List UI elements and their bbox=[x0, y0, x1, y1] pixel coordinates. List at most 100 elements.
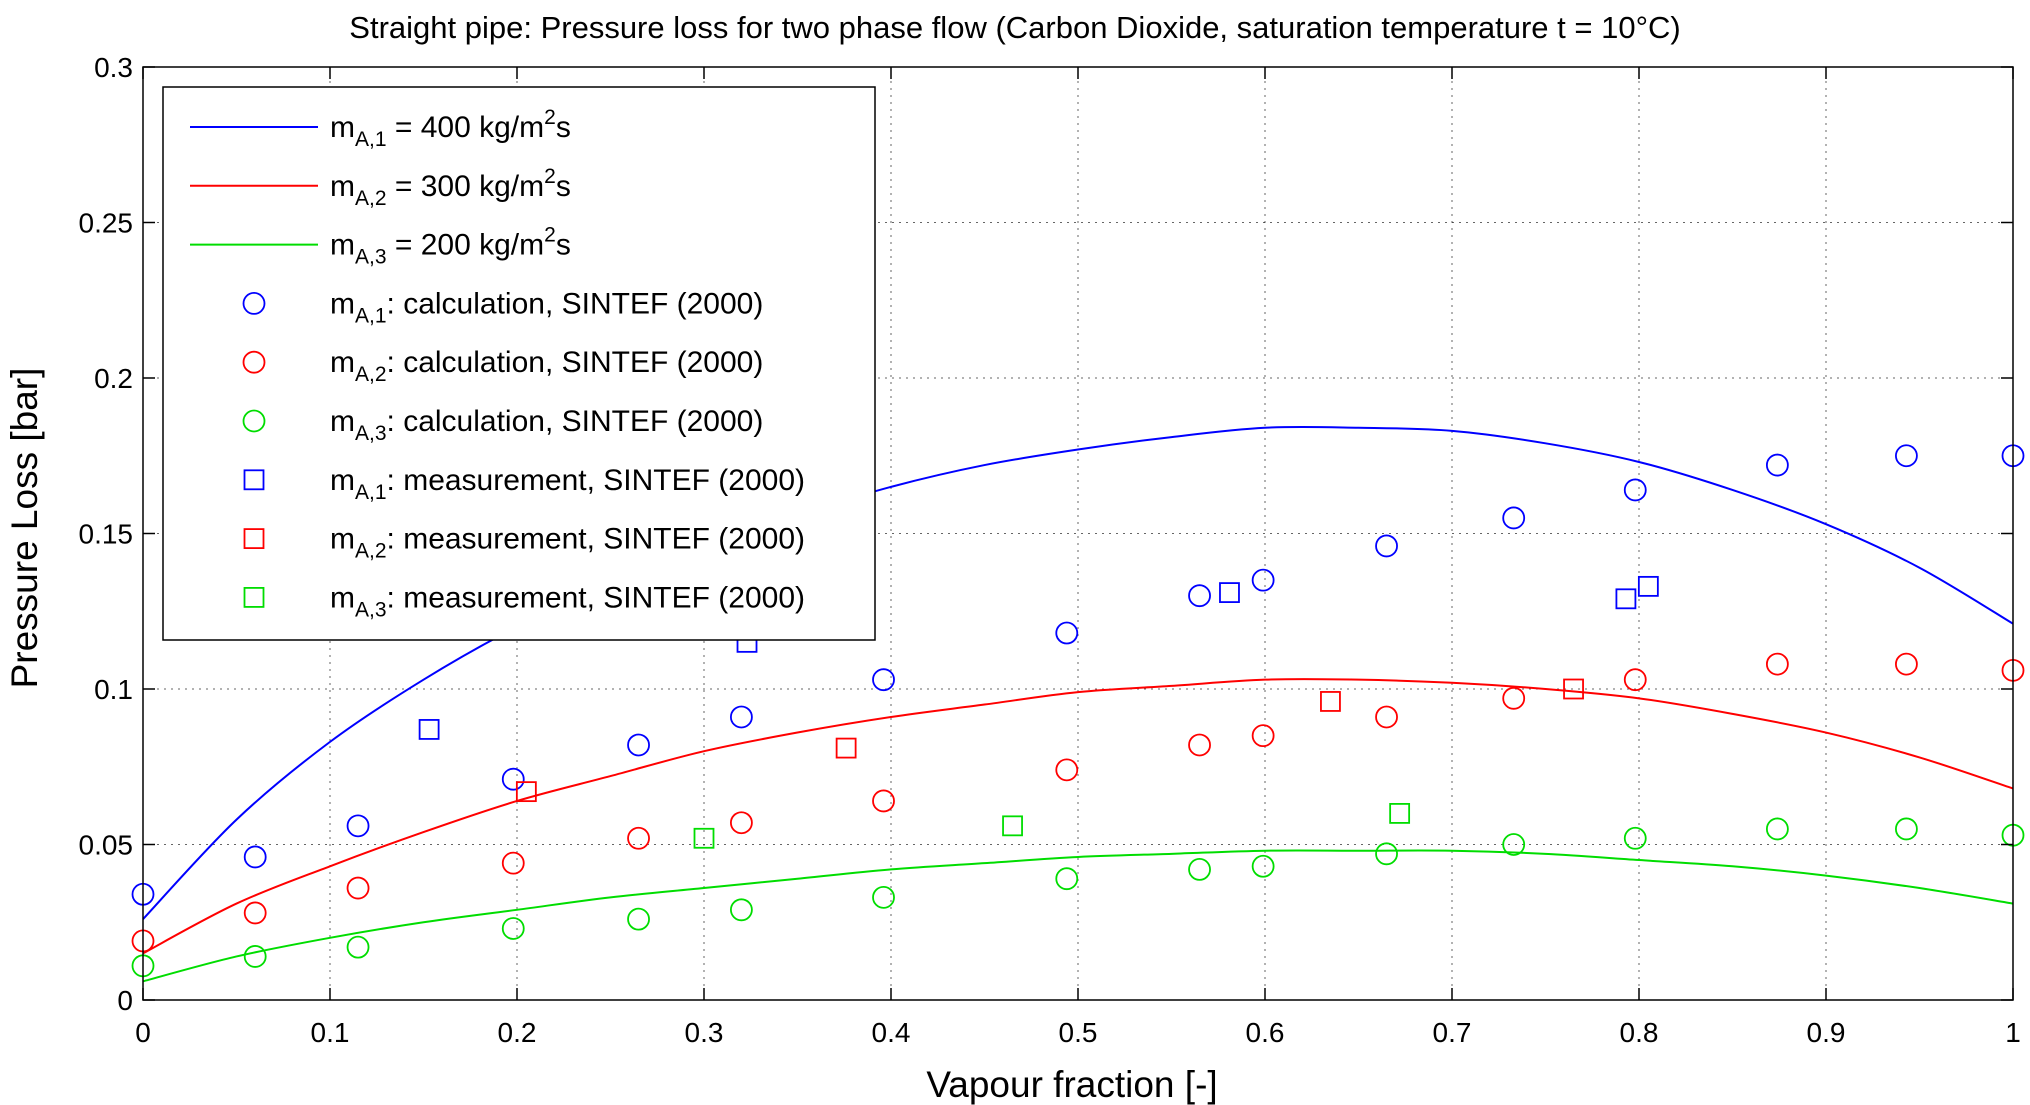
series-9 bbox=[693, 803, 1411, 849]
data-point-square bbox=[1563, 678, 1584, 700]
data-point-circle bbox=[1251, 724, 1275, 748]
data-point-circle bbox=[1188, 733, 1211, 757]
data-point-square bbox=[1389, 803, 1411, 824]
data-point-square bbox=[1320, 691, 1341, 712]
data-point-circle bbox=[1055, 867, 1079, 891]
x-tick-label: 0.1 bbox=[311, 1017, 350, 1048]
data-point-circle bbox=[730, 811, 753, 835]
data-point-circle bbox=[1188, 584, 1211, 608]
data-point-circle bbox=[346, 814, 370, 838]
series-line bbox=[142, 425, 2014, 920]
y-tick-label: 0.1 bbox=[94, 674, 133, 705]
series-layer bbox=[131, 425, 2025, 983]
data-point-circle bbox=[1765, 453, 1789, 477]
data-point-circle bbox=[243, 845, 267, 869]
data-point-circle bbox=[1055, 621, 1079, 645]
axis-ticks: 0 0.1 0.2 0.3 0.4 0.5 0.6 0.7 0.8 0.9 1 0 0.05 0.1 0.1… bbox=[79, 52, 2021, 1048]
legend-square-swatch bbox=[243, 587, 265, 608]
legend-item: mA,1: calculation, SINTEF (2000) bbox=[242, 287, 763, 327]
data-point-square bbox=[1219, 582, 1240, 603]
legend-label: mA,2: measurement, SINTEF (2000) bbox=[330, 523, 805, 563]
data-point-circle bbox=[1623, 478, 1647, 502]
series-8 bbox=[515, 678, 1584, 803]
data-point-circle bbox=[1895, 444, 1918, 468]
legend-item: mA,3 = 200 kg/m2s bbox=[190, 224, 571, 269]
data-point-square bbox=[693, 827, 715, 849]
data-point-square bbox=[1615, 588, 1637, 610]
data-point-circle bbox=[1765, 817, 1789, 841]
x-axis-label: Vapour fraction [-] bbox=[926, 1064, 1217, 1105]
series-6 bbox=[131, 817, 2025, 978]
y-tick-label: 0.3 bbox=[94, 52, 133, 83]
data-point-circle bbox=[346, 876, 370, 900]
legend-circle-swatch bbox=[242, 409, 266, 433]
x-tick-label: 0.8 bbox=[1620, 1017, 1659, 1048]
legend-item: mA,2: calculation, SINTEF (2000) bbox=[242, 346, 763, 386]
data-point-circle bbox=[1502, 686, 1526, 710]
series-5 bbox=[131, 652, 2025, 953]
legend-label: mA,3 = 200 kg/m2s bbox=[330, 224, 571, 269]
data-point-circle bbox=[1502, 506, 1526, 530]
legend-label: mA,3: measurement, SINTEF (2000) bbox=[330, 581, 805, 621]
legend-item: mA,2 = 300 kg/m2s bbox=[190, 165, 571, 210]
data-point-square bbox=[1637, 575, 1659, 597]
x-tick-label: 0 bbox=[135, 1017, 151, 1048]
data-point-square bbox=[418, 719, 440, 740]
legend-item: mA,2: measurement, SINTEF (2000) bbox=[243, 523, 805, 563]
series-line bbox=[142, 849, 2014, 983]
x-tick-label: 0.3 bbox=[685, 1017, 724, 1048]
data-point-circle bbox=[1375, 705, 1398, 729]
y-tick-label: 0.2 bbox=[94, 363, 133, 394]
data-point-circle bbox=[1251, 568, 1275, 592]
series-4 bbox=[131, 444, 2025, 906]
x-tick-label: 0.7 bbox=[1433, 1017, 1472, 1048]
series-7 bbox=[418, 575, 1659, 740]
data-point-circle bbox=[1055, 758, 1079, 782]
data-point-circle bbox=[872, 789, 895, 813]
legend-item: mA,3: calculation, SINTEF (2000) bbox=[242, 405, 763, 445]
data-point-circle bbox=[501, 851, 525, 875]
data-point-circle bbox=[1188, 857, 1211, 881]
data-point-circle bbox=[627, 907, 650, 931]
data-point-circle bbox=[243, 945, 267, 968]
legend-label: mA,1 = 400 kg/m2s bbox=[330, 106, 571, 151]
x-tick-label: 0.5 bbox=[1059, 1017, 1098, 1048]
x-tick-label: 0.2 bbox=[498, 1017, 537, 1048]
data-point-circle bbox=[1251, 854, 1275, 878]
data-point-circle bbox=[872, 668, 895, 692]
data-point-circle bbox=[872, 885, 895, 909]
data-point-circle bbox=[627, 733, 650, 757]
data-point-circle bbox=[1502, 833, 1526, 856]
legend-item: mA,3: measurement, SINTEF (2000) bbox=[243, 581, 805, 621]
legend-circle-swatch bbox=[242, 291, 266, 315]
y-tick-label: 0.15 bbox=[79, 519, 134, 550]
legend-item: mA,1 = 400 kg/m2s bbox=[190, 106, 571, 151]
chart-title: Straight pipe: Pressure loss for two pha… bbox=[349, 10, 1680, 45]
series-line bbox=[142, 678, 2014, 955]
legend-label: mA,1: measurement, SINTEF (2000) bbox=[330, 464, 805, 504]
legend-label: mA,2 = 300 kg/m2s bbox=[330, 165, 571, 210]
data-point-circle bbox=[730, 898, 753, 922]
x-tick-label: 0.9 bbox=[1807, 1017, 1846, 1048]
legend-label: mA,3: calculation, SINTEF (2000) bbox=[330, 405, 763, 445]
data-point-circle bbox=[243, 901, 267, 925]
data-point-circle bbox=[1375, 534, 1398, 558]
data-point-circle bbox=[627, 826, 650, 850]
legend-label: mA,1: calculation, SINTEF (2000) bbox=[330, 287, 763, 327]
legend-circle-swatch bbox=[242, 350, 266, 374]
legend: mA,1 = 400 kg/m2s mA,2 = 300 kg/m2s mA,3 =… bbox=[162, 86, 876, 641]
data-point-circle bbox=[730, 705, 753, 729]
series-2 bbox=[142, 678, 2014, 955]
legend-square-swatch bbox=[243, 469, 265, 491]
y-tick-label: 0.25 bbox=[79, 208, 134, 239]
series-3 bbox=[142, 849, 2014, 983]
y-tick-label: 0.05 bbox=[79, 830, 134, 861]
data-point-circle bbox=[1895, 652, 1918, 676]
series-1 bbox=[142, 425, 2014, 920]
legend-box bbox=[162, 86, 876, 641]
data-point-square bbox=[515, 781, 537, 803]
x-tick-label: 0.6 bbox=[1246, 1017, 1285, 1048]
data-point-square bbox=[1002, 815, 1023, 837]
data-point-circle bbox=[1765, 652, 1789, 676]
data-point-circle bbox=[501, 767, 525, 791]
